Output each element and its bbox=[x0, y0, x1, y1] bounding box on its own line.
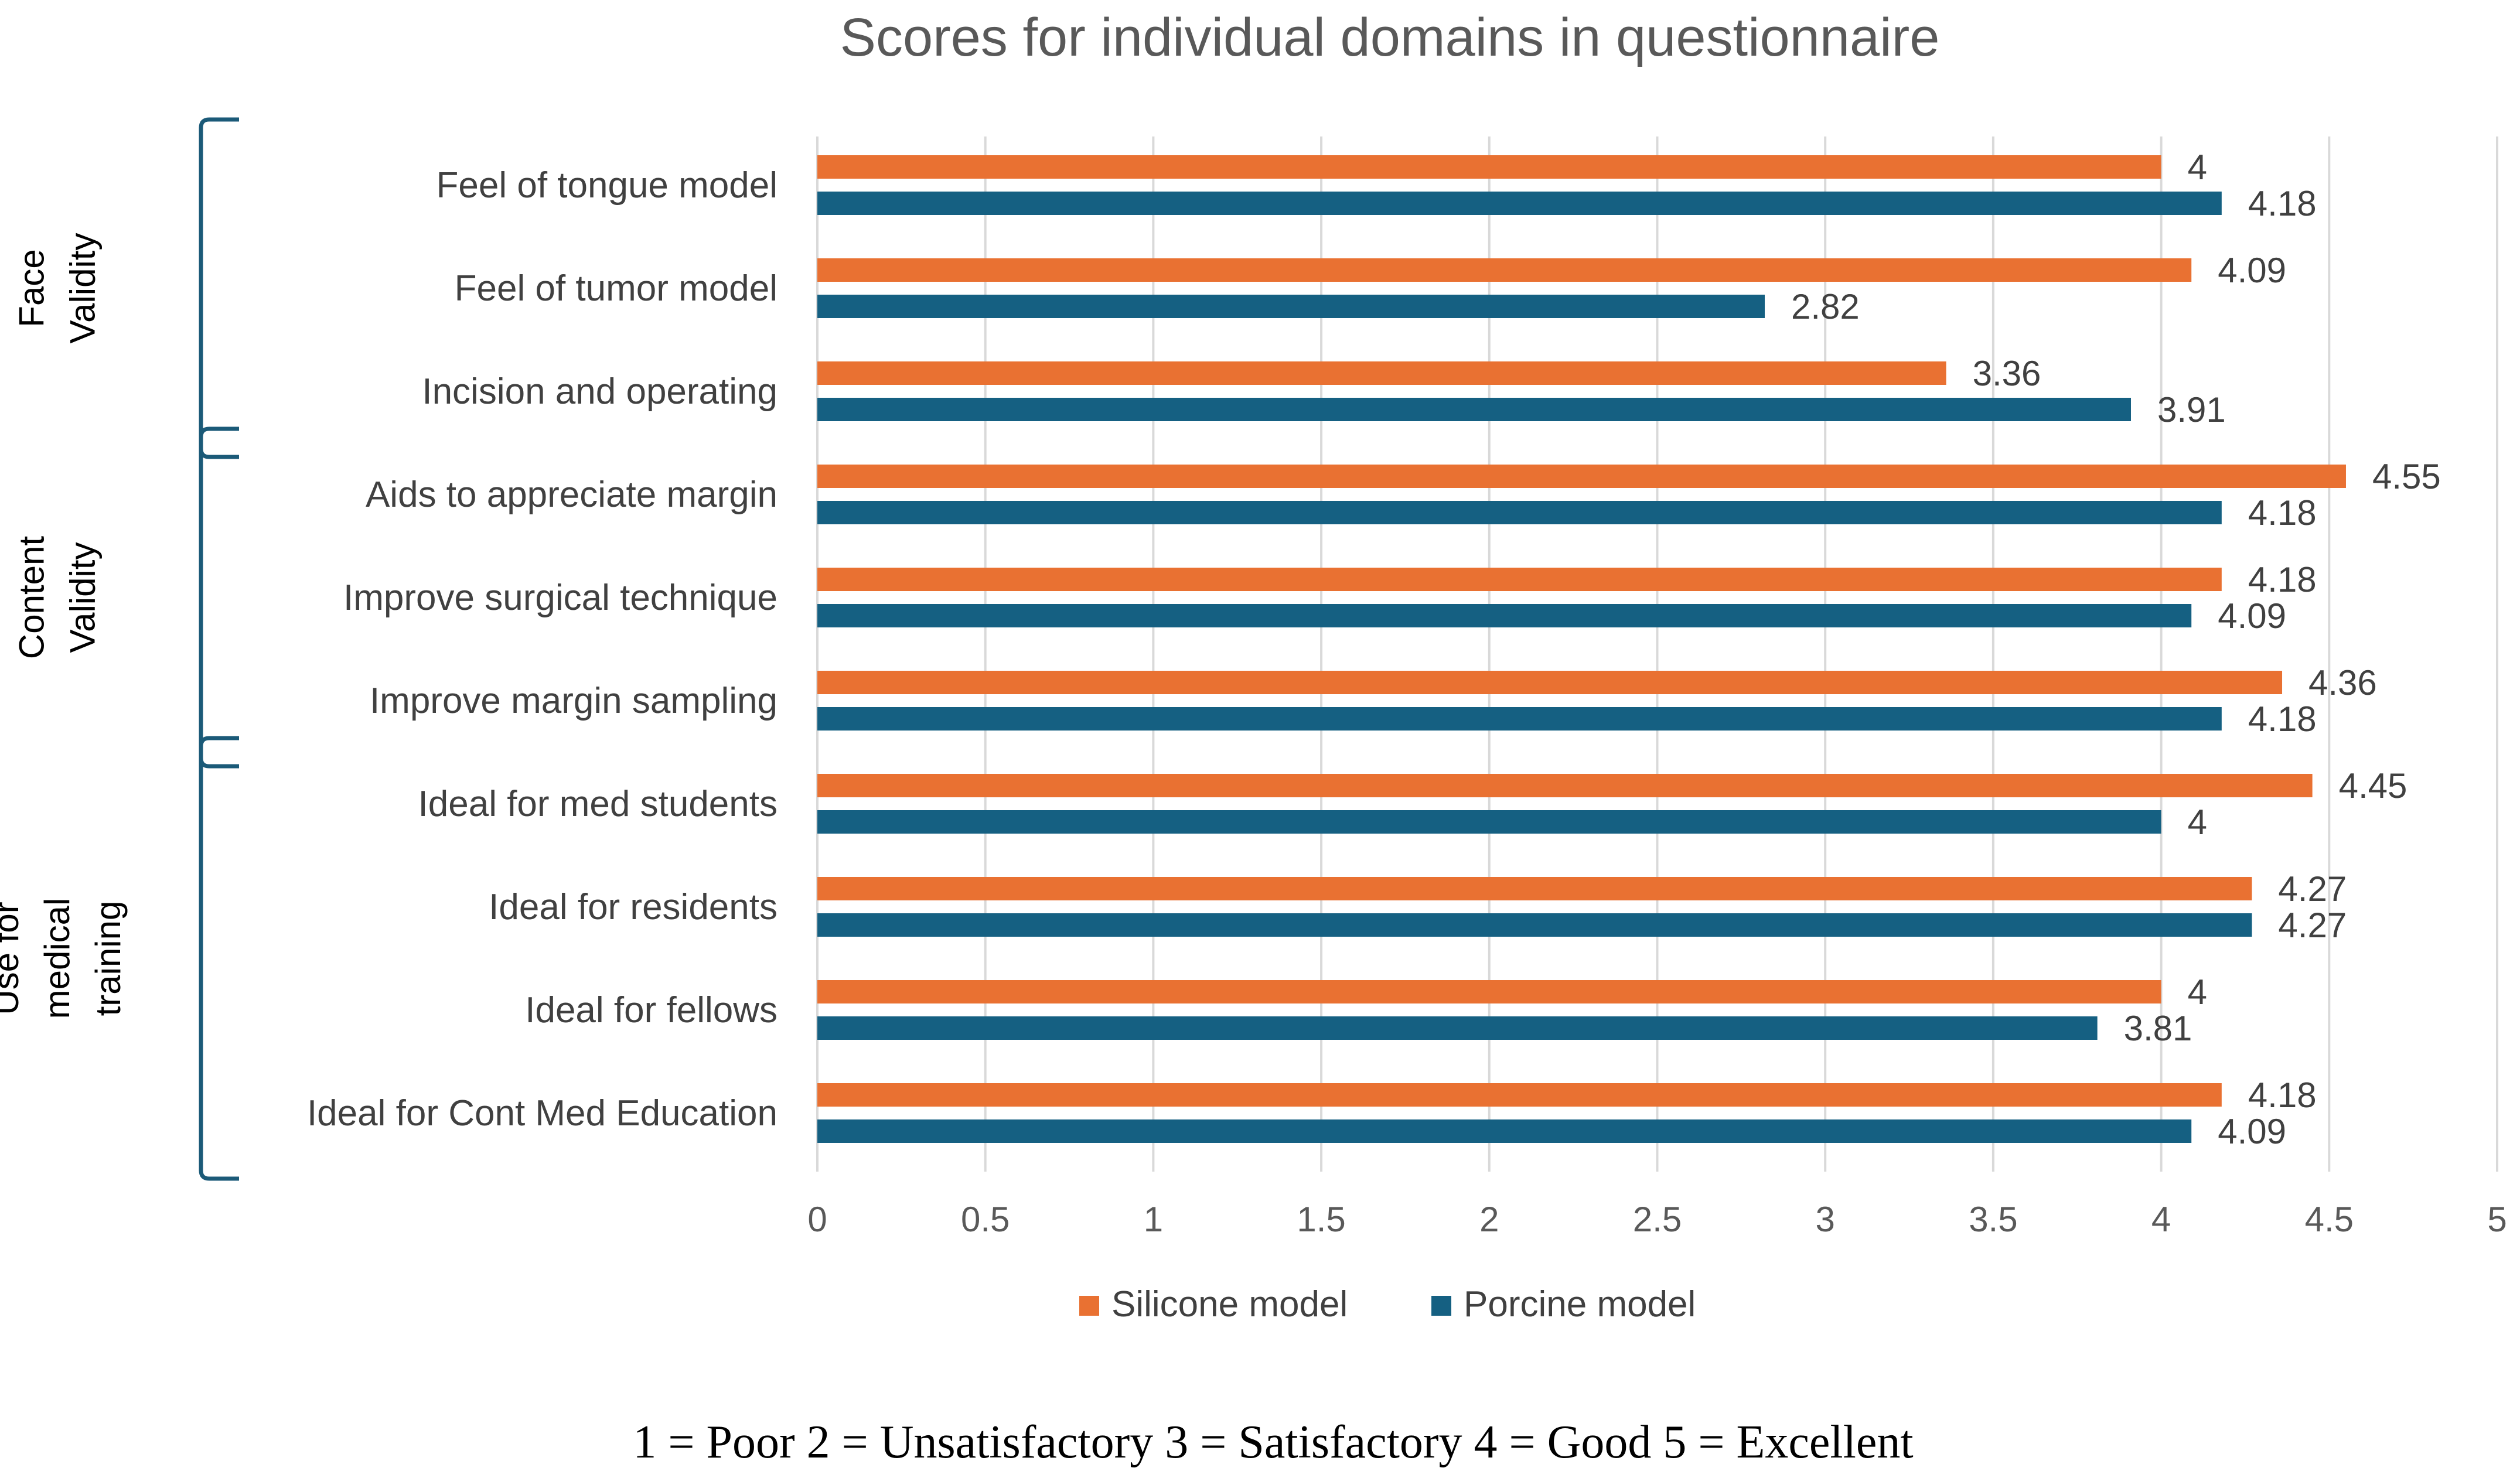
data-label-porcine-model: 2.82 bbox=[1791, 287, 1860, 326]
x-tick-label: 0.5 bbox=[961, 1200, 1010, 1239]
group-label: Face bbox=[12, 249, 52, 327]
bar-silicone-model bbox=[817, 258, 2192, 282]
data-label-porcine-model: 4.18 bbox=[2248, 699, 2317, 739]
x-tick-label: 1 bbox=[1144, 1200, 1163, 1239]
legend-swatch-porcine bbox=[1431, 1296, 1451, 1316]
bars bbox=[817, 155, 2346, 1143]
bar-porcine-model bbox=[817, 501, 2222, 524]
category-label: Ideal for med students bbox=[418, 784, 778, 824]
category-label: Aids to appreciate margin bbox=[366, 475, 778, 515]
bar-porcine-model bbox=[817, 295, 1765, 318]
bar-silicone-model bbox=[817, 980, 2161, 1003]
data-label-silicone-model: 4.18 bbox=[2248, 560, 2317, 599]
group-bracket bbox=[199, 426, 239, 769]
legend-label-porcine: Porcine model bbox=[1464, 1284, 1696, 1325]
group-label: training bbox=[88, 901, 128, 1016]
data-label-porcine-model: 3.91 bbox=[2157, 390, 2226, 429]
data-label-silicone-model: 4.45 bbox=[2339, 766, 2408, 805]
data-label-porcine-model: 4.18 bbox=[2248, 493, 2317, 533]
data-label-porcine-model: 3.81 bbox=[2124, 1009, 2192, 1048]
x-axis-ticks: 0 0.5 1 1.5 2 2.5 3 3.5 4 4.5 5 bbox=[807, 1200, 2507, 1239]
data-label-silicone-model: 4.09 bbox=[2218, 251, 2286, 290]
category-label: Feel of tumor model bbox=[455, 268, 778, 309]
category-label: Improve surgical technique bbox=[343, 578, 778, 618]
data-label-silicone-model: 4 bbox=[2188, 148, 2207, 187]
bar-porcine-model bbox=[817, 1119, 2192, 1143]
group-label: Use for bbox=[0, 902, 26, 1015]
data-label-silicone-model: 4.36 bbox=[2308, 663, 2377, 702]
bar-porcine-model bbox=[817, 913, 2252, 937]
group-label: medical bbox=[37, 898, 77, 1019]
x-tick-label: 3.5 bbox=[1969, 1200, 2017, 1239]
bar-silicone-model bbox=[817, 361, 1946, 385]
group-brackets bbox=[199, 117, 239, 1181]
x-tick-label: 0 bbox=[807, 1200, 827, 1239]
group-labels: Face Validity Content Validity Use for medica… bbox=[0, 233, 128, 1019]
data-label-porcine-model: 4.09 bbox=[2218, 596, 2286, 636]
data-label-silicone-model: 4.27 bbox=[2278, 869, 2347, 909]
bar-silicone-model bbox=[817, 568, 2222, 591]
data-label-silicone-model: 3.36 bbox=[1973, 354, 2041, 393]
x-tick-label: 4 bbox=[2151, 1200, 2171, 1239]
legend: Silicone model Porcine model bbox=[1079, 1284, 1696, 1325]
category-label: Ideal for fellows bbox=[525, 990, 778, 1030]
category-label: Feel of tongue model bbox=[437, 165, 778, 206]
x-tick-label: 2.5 bbox=[1633, 1200, 1682, 1239]
bar-silicone-model bbox=[817, 465, 2346, 488]
gridlines bbox=[816, 136, 2498, 1172]
x-tick-label: 5 bbox=[2487, 1200, 2507, 1239]
group-bracket bbox=[199, 736, 239, 1181]
group-bracket bbox=[199, 117, 239, 459]
legend-swatch-silicone bbox=[1079, 1296, 1099, 1316]
data-label-silicone-model: 4.55 bbox=[2372, 457, 2441, 496]
x-tick-label: 4.5 bbox=[2305, 1200, 2354, 1239]
x-tick-label: 2 bbox=[1479, 1200, 1499, 1239]
bar-silicone-model bbox=[817, 1083, 2222, 1107]
data-label-porcine-model: 4.09 bbox=[2218, 1112, 2286, 1151]
category-label: Incision and operating bbox=[422, 371, 778, 412]
bar-porcine-model bbox=[817, 398, 2131, 421]
bar-porcine-model bbox=[817, 604, 2192, 627]
bar-silicone-model bbox=[817, 877, 2252, 900]
x-tick-label: 3 bbox=[1816, 1200, 1835, 1239]
data-label-porcine-model: 4.27 bbox=[2278, 906, 2347, 945]
bar-silicone-model bbox=[817, 155, 2161, 179]
category-labels: Feel of tongue model Feel of tumor model I… bbox=[307, 165, 778, 1134]
bar-porcine-model bbox=[817, 1016, 2098, 1040]
legend-label-silicone: Silicone model bbox=[1111, 1284, 1348, 1325]
bar-porcine-model bbox=[817, 707, 2222, 731]
data-label-silicone-model: 4 bbox=[2188, 972, 2207, 1012]
bar-porcine-model bbox=[817, 192, 2222, 215]
data-label-porcine-model: 4 bbox=[2188, 803, 2207, 842]
group-label: Content bbox=[12, 536, 52, 659]
bar-silicone-model bbox=[817, 774, 2313, 797]
bar-porcine-model bbox=[817, 810, 2161, 834]
x-tick-label: 1.5 bbox=[1297, 1200, 1345, 1239]
category-label: Improve margin sampling bbox=[370, 681, 778, 721]
data-labels: 44.093.364.554.184.364.454.2744.184.182.… bbox=[1791, 148, 2441, 1151]
data-label-silicone-model: 4.18 bbox=[2248, 1076, 2317, 1115]
rating-scale-footnote: 1 = Poor 2 = Unsatisfactory 3 = Satisfac… bbox=[633, 1416, 1913, 1468]
category-label: Ideal for Cont Med Education bbox=[307, 1093, 778, 1134]
bar-silicone-model bbox=[817, 671, 2283, 694]
data-label-porcine-model: 4.18 bbox=[2248, 184, 2317, 223]
chart-title: Scores for individual domains in questio… bbox=[840, 8, 1940, 67]
group-label: Validity bbox=[63, 542, 103, 653]
category-label: Ideal for residents bbox=[489, 887, 778, 927]
group-label: Validity bbox=[63, 233, 103, 344]
